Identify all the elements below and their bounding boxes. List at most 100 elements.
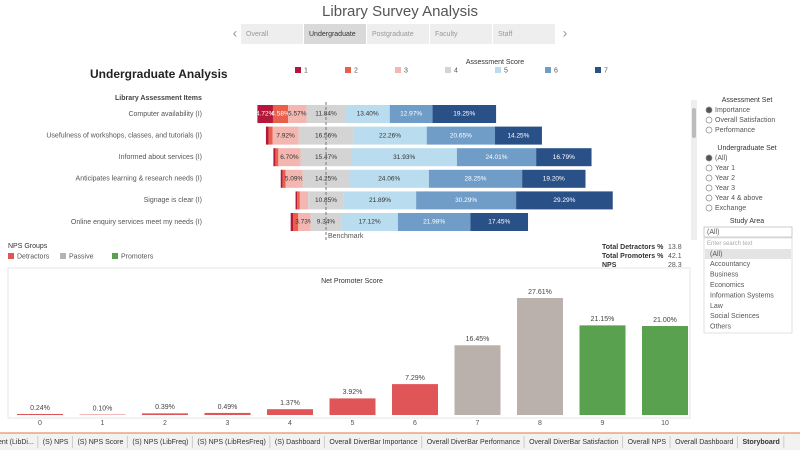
radio[interactable]: [705, 174, 713, 182]
legend-swatch: [112, 253, 118, 259]
dropdown-option[interactable]: Social Sciences: [710, 313, 760, 320]
story-tab[interactable]: [493, 24, 555, 44]
story-tab[interactable]: [304, 24, 366, 44]
tab-prev[interactable]: ‹: [233, 25, 238, 41]
segment-label: 22.26%: [379, 132, 401, 139]
segment-label: 19.20%: [543, 176, 565, 183]
dropdown[interactable]: [703, 226, 793, 238]
radio[interactable]: [705, 154, 713, 162]
legend-label: 1: [304, 67, 308, 74]
story-tab[interactable]: [241, 24, 303, 44]
radio-label[interactable]: Exchange: [715, 205, 746, 212]
value-label: 0.24%: [30, 405, 50, 412]
segment-label: 10.85%: [315, 197, 337, 204]
row-label: Anticipates learning & research needs (I…: [76, 176, 202, 183]
segment-label: 21.89%: [369, 197, 391, 204]
summary-value: 13.8: [668, 244, 682, 251]
legend-label: Detractors: [17, 253, 50, 260]
segment-label: 20.65%: [450, 132, 472, 139]
radio-label[interactable]: Importance: [715, 107, 750, 114]
summary-value: 42.1: [668, 253, 682, 260]
bar-segment: [397, 213, 471, 231]
story-tab[interactable]: [367, 24, 429, 44]
scroll-thumb[interactable]: [692, 108, 696, 138]
dropdown-option[interactable]: Law: [710, 303, 724, 310]
tab-next[interactable]: ›: [563, 25, 568, 41]
dropdown-value[interactable]: (All): [707, 229, 719, 236]
legend-label: 3: [404, 67, 408, 74]
radio[interactable]: [705, 116, 713, 124]
story-tab-label[interactable]: Faculty: [435, 31, 458, 38]
legend-swatch: [395, 67, 401, 73]
dropdown-option[interactable]: Economics: [710, 282, 745, 289]
sheet-tab[interactable]: Overall NPS: [628, 439, 667, 446]
summary-label: Total Detractors %: [602, 244, 664, 251]
sheet-tab[interactable]: Overall DiverBar Performance: [427, 439, 520, 446]
bar-segment: [282, 169, 286, 188]
sheet-tab[interactable]: (S) NPS (LibFreq): [132, 439, 188, 446]
bar: [392, 384, 438, 415]
sheet-tab[interactable]: Overall DiverBar Importance: [329, 439, 417, 446]
story-tab[interactable]: [430, 24, 492, 44]
bar-segment: [308, 191, 344, 210]
chart-frame: [7, 267, 691, 419]
filter-title: Assessment Set: [722, 97, 773, 104]
bar-segment: [299, 191, 309, 210]
legend-label: 7: [604, 67, 608, 74]
dropdown-option[interactable]: Accountancy: [710, 261, 751, 268]
summary-label: Total Promoters %: [602, 253, 664, 260]
segment-label: 6.70%: [280, 154, 299, 161]
value-label: 3.92%: [343, 389, 363, 396]
dropdown-option[interactable]: Business: [710, 272, 739, 279]
segment-label: 19.25%: [453, 111, 475, 118]
radio-label[interactable]: Year 1: [715, 165, 735, 172]
story-tab-label[interactable]: Undergraduate: [309, 31, 356, 38]
bar-segment: [275, 148, 279, 167]
dropdown-option[interactable]: (All): [710, 251, 722, 258]
story-tab-label[interactable]: Overall: [246, 31, 269, 38]
sheet-tab[interactable]: ent (LibDi...: [0, 439, 34, 446]
bar-segment: [290, 213, 294, 231]
radio[interactable]: [705, 164, 713, 172]
radio[interactable]: [705, 184, 713, 192]
story-tab-label[interactable]: Postgraduate: [372, 31, 414, 38]
legend-swatch: [545, 67, 551, 73]
bar: [579, 325, 626, 415]
radio-label[interactable]: Year 3: [715, 185, 735, 192]
bar-segment: [280, 169, 283, 188]
radio-label[interactable]: Year 4 & above: [715, 195, 763, 202]
bar-segment: [265, 126, 269, 145]
dropdown-option[interactable]: Information Systems: [710, 292, 774, 299]
radio[interactable]: [705, 126, 713, 134]
legend-swatch: [295, 67, 301, 73]
segment-label: 16.79%: [553, 154, 575, 161]
row-label: Computer availability (I): [128, 111, 202, 118]
radio[interactable]: [705, 204, 713, 212]
bar-segment: [285, 169, 303, 188]
story-tab-label[interactable]: Staff: [498, 31, 512, 38]
sheet-tab[interactable]: (S) Dashboard: [275, 439, 321, 446]
bar-segment: [353, 126, 427, 145]
radio-label[interactable]: Year 2: [715, 175, 735, 182]
dropdown-option[interactable]: Others: [710, 324, 732, 331]
sheet-tab[interactable]: Storyboard: [742, 439, 779, 446]
x-tick-label: 8: [538, 420, 542, 427]
sheet-tab[interactable]: (S) NPS (LibResFreq): [197, 439, 265, 446]
value-label: 16.45%: [466, 336, 490, 343]
filter-title: Undergraduate Set: [717, 145, 776, 152]
radio-label[interactable]: Performance: [715, 127, 755, 134]
radio[interactable]: [705, 106, 713, 114]
segment-label: 17.12%: [359, 219, 381, 226]
radio-label[interactable]: Overall Satisfaction: [715, 117, 775, 124]
sheet-tab[interactable]: Overall DiverBar Satisfaction: [529, 439, 619, 446]
sheet-tab[interactable]: (S) NPS: [43, 439, 69, 446]
sheet-tab[interactable]: (S) NPS Score: [77, 439, 123, 446]
radio-label[interactable]: (All): [715, 155, 727, 162]
sheet-tab[interactable]: Overall Dashboard: [675, 439, 733, 446]
legend-swatch: [445, 67, 451, 73]
chart-title: Undergraduate Analysis: [90, 67, 228, 81]
legend-swatch: [345, 67, 351, 73]
search-box[interactable]: Enter search text: [707, 241, 753, 247]
radio[interactable]: [705, 194, 713, 202]
